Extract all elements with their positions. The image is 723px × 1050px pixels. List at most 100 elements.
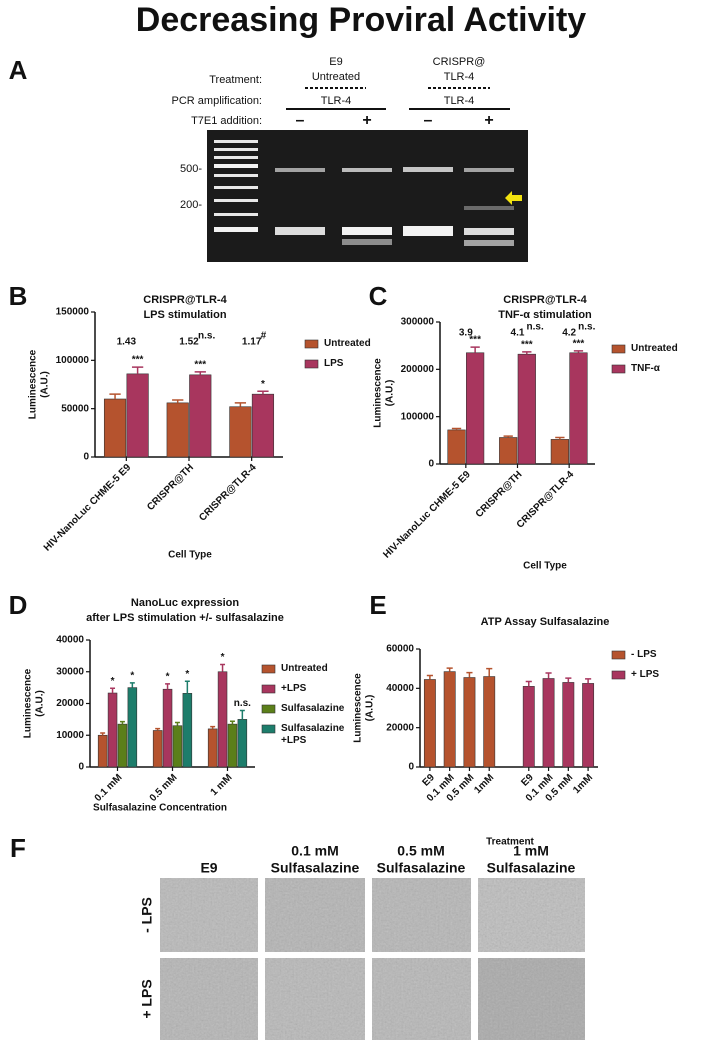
legend-label: Sulfasalazine: [281, 703, 345, 714]
bar: [447, 429, 466, 465]
bar: [483, 676, 496, 768]
error-bar: [257, 390, 269, 395]
error-bar: [573, 350, 584, 353]
error-bar: [119, 720, 125, 725]
error-bar: [525, 680, 532, 687]
y-tick-label: 60000: [386, 644, 414, 655]
x-tick-label: CRISPR@TLR-4: [197, 462, 259, 524]
error-bar: [109, 393, 121, 399]
x-tick-label: 0.1 mM: [93, 772, 125, 804]
chart-title: CRISPR@TLR-4: [503, 294, 587, 306]
bar: [463, 677, 476, 768]
y-tick-label: 300000: [401, 317, 435, 328]
significance-label: *: [185, 669, 189, 680]
y-axis-label: (A.U.): [385, 380, 396, 407]
legend-label: TNF-α: [631, 363, 660, 374]
micrograph-column-label: Sulfasalazine: [377, 860, 466, 876]
gel-image: [207, 87, 528, 262]
error-bar: [110, 687, 116, 694]
legend-swatch: [611, 670, 626, 680]
y-axis-label: (A.U.): [35, 690, 46, 717]
y-axis-label: Luminescence: [28, 349, 39, 419]
y-axis-label: Luminescence: [353, 673, 364, 743]
bar: [542, 678, 555, 768]
y-tick-label: 0: [83, 452, 89, 463]
fold-change-label: 3.9: [459, 328, 473, 339]
micrograph-column-label: Sulfasalazine: [271, 860, 360, 876]
micrograph-row-label: - LPS: [139, 897, 155, 933]
x-axis-label: Treatment: [486, 837, 534, 848]
gel-row-label: PCR amplification:: [172, 95, 262, 107]
error-bar: [585, 678, 592, 684]
y-tick-label: 40000: [386, 683, 414, 694]
gel-pcr: TLR-4: [321, 95, 352, 107]
y-axis-label: (A.U.): [365, 695, 376, 722]
legend-swatch: [611, 650, 626, 660]
y-tick-label: 100000: [401, 411, 435, 422]
legend-label: + LPS: [631, 669, 660, 680]
x-tick-label: 1mM: [472, 772, 496, 796]
error-bar: [174, 721, 180, 726]
x-axis-label: Sulfasalazine Concentration: [93, 803, 227, 814]
significance-label: *: [111, 676, 115, 687]
x-tick-label: CRISPR@TH: [474, 469, 525, 520]
bar: [466, 352, 485, 465]
bar: [237, 719, 248, 768]
error-bar: [555, 436, 565, 440]
legend-label: LPS: [324, 358, 344, 369]
error-bar: [184, 680, 190, 694]
legend-label: Untreated: [281, 663, 328, 674]
bar: [182, 693, 193, 768]
gel-pcr: TLR-4: [444, 95, 475, 107]
micrograph-column-label: Sulfasalazine: [487, 860, 576, 876]
panel-label: F: [10, 833, 26, 863]
legend-swatch: [261, 664, 276, 674]
significance-label: ***: [132, 355, 144, 366]
panel-label: D: [9, 590, 28, 620]
y-tick-label: 10000: [56, 730, 84, 741]
chart-title: after LPS stimulation +/- sulfasalazine: [86, 612, 284, 624]
error-bar: [220, 663, 226, 672]
bar: [562, 682, 575, 768]
gel-treatment: Untreated: [312, 71, 360, 83]
bar: [103, 398, 127, 458]
bar: [423, 679, 436, 768]
fold-change-label: 4.1: [511, 328, 525, 339]
y-tick-label: 50000: [61, 403, 89, 414]
error-bar: [229, 720, 235, 725]
bar: [172, 725, 183, 768]
bar: [162, 688, 173, 768]
bar: [517, 353, 536, 465]
bar: [127, 687, 138, 768]
fold-change-note: n.s.: [198, 331, 215, 342]
micrograph-row-label: + LPS: [139, 979, 155, 1018]
y-tick-label: 200000: [401, 364, 435, 375]
legend-label: +LPS: [281, 683, 307, 694]
bar: [569, 352, 588, 465]
legend-swatch: [611, 364, 626, 374]
bar: [229, 406, 252, 458]
bar: [522, 686, 535, 768]
legend-label: - LPS: [631, 649, 657, 660]
error-bar: [522, 351, 532, 355]
legend-swatch: [304, 359, 319, 369]
chart-title: LPS stimulation: [143, 309, 226, 321]
chart-title: TNF-α stimulation: [498, 309, 592, 321]
panel-label: E: [369, 590, 386, 620]
chart-title: NanoLuc expression: [131, 597, 239, 609]
x-tick-label: HIV-NanoLuc CHME-5 E9: [381, 469, 473, 561]
gel-row-label: Treatment:: [209, 74, 262, 86]
y-tick-label: 0: [78, 762, 84, 773]
y-tick-label: 150000: [56, 307, 90, 318]
y-axis-label: Luminescence: [23, 668, 34, 738]
micrograph-column-label: 0.1 mM: [291, 843, 338, 859]
y-tick-label: 30000: [56, 666, 84, 677]
panel-label: B: [9, 281, 28, 311]
bar: [107, 692, 118, 768]
bar: [217, 671, 228, 768]
error-bar: [129, 682, 135, 688]
error-bar: [503, 435, 513, 438]
gel-treatment: E9: [329, 56, 342, 68]
y-tick-label: 40000: [56, 635, 84, 646]
